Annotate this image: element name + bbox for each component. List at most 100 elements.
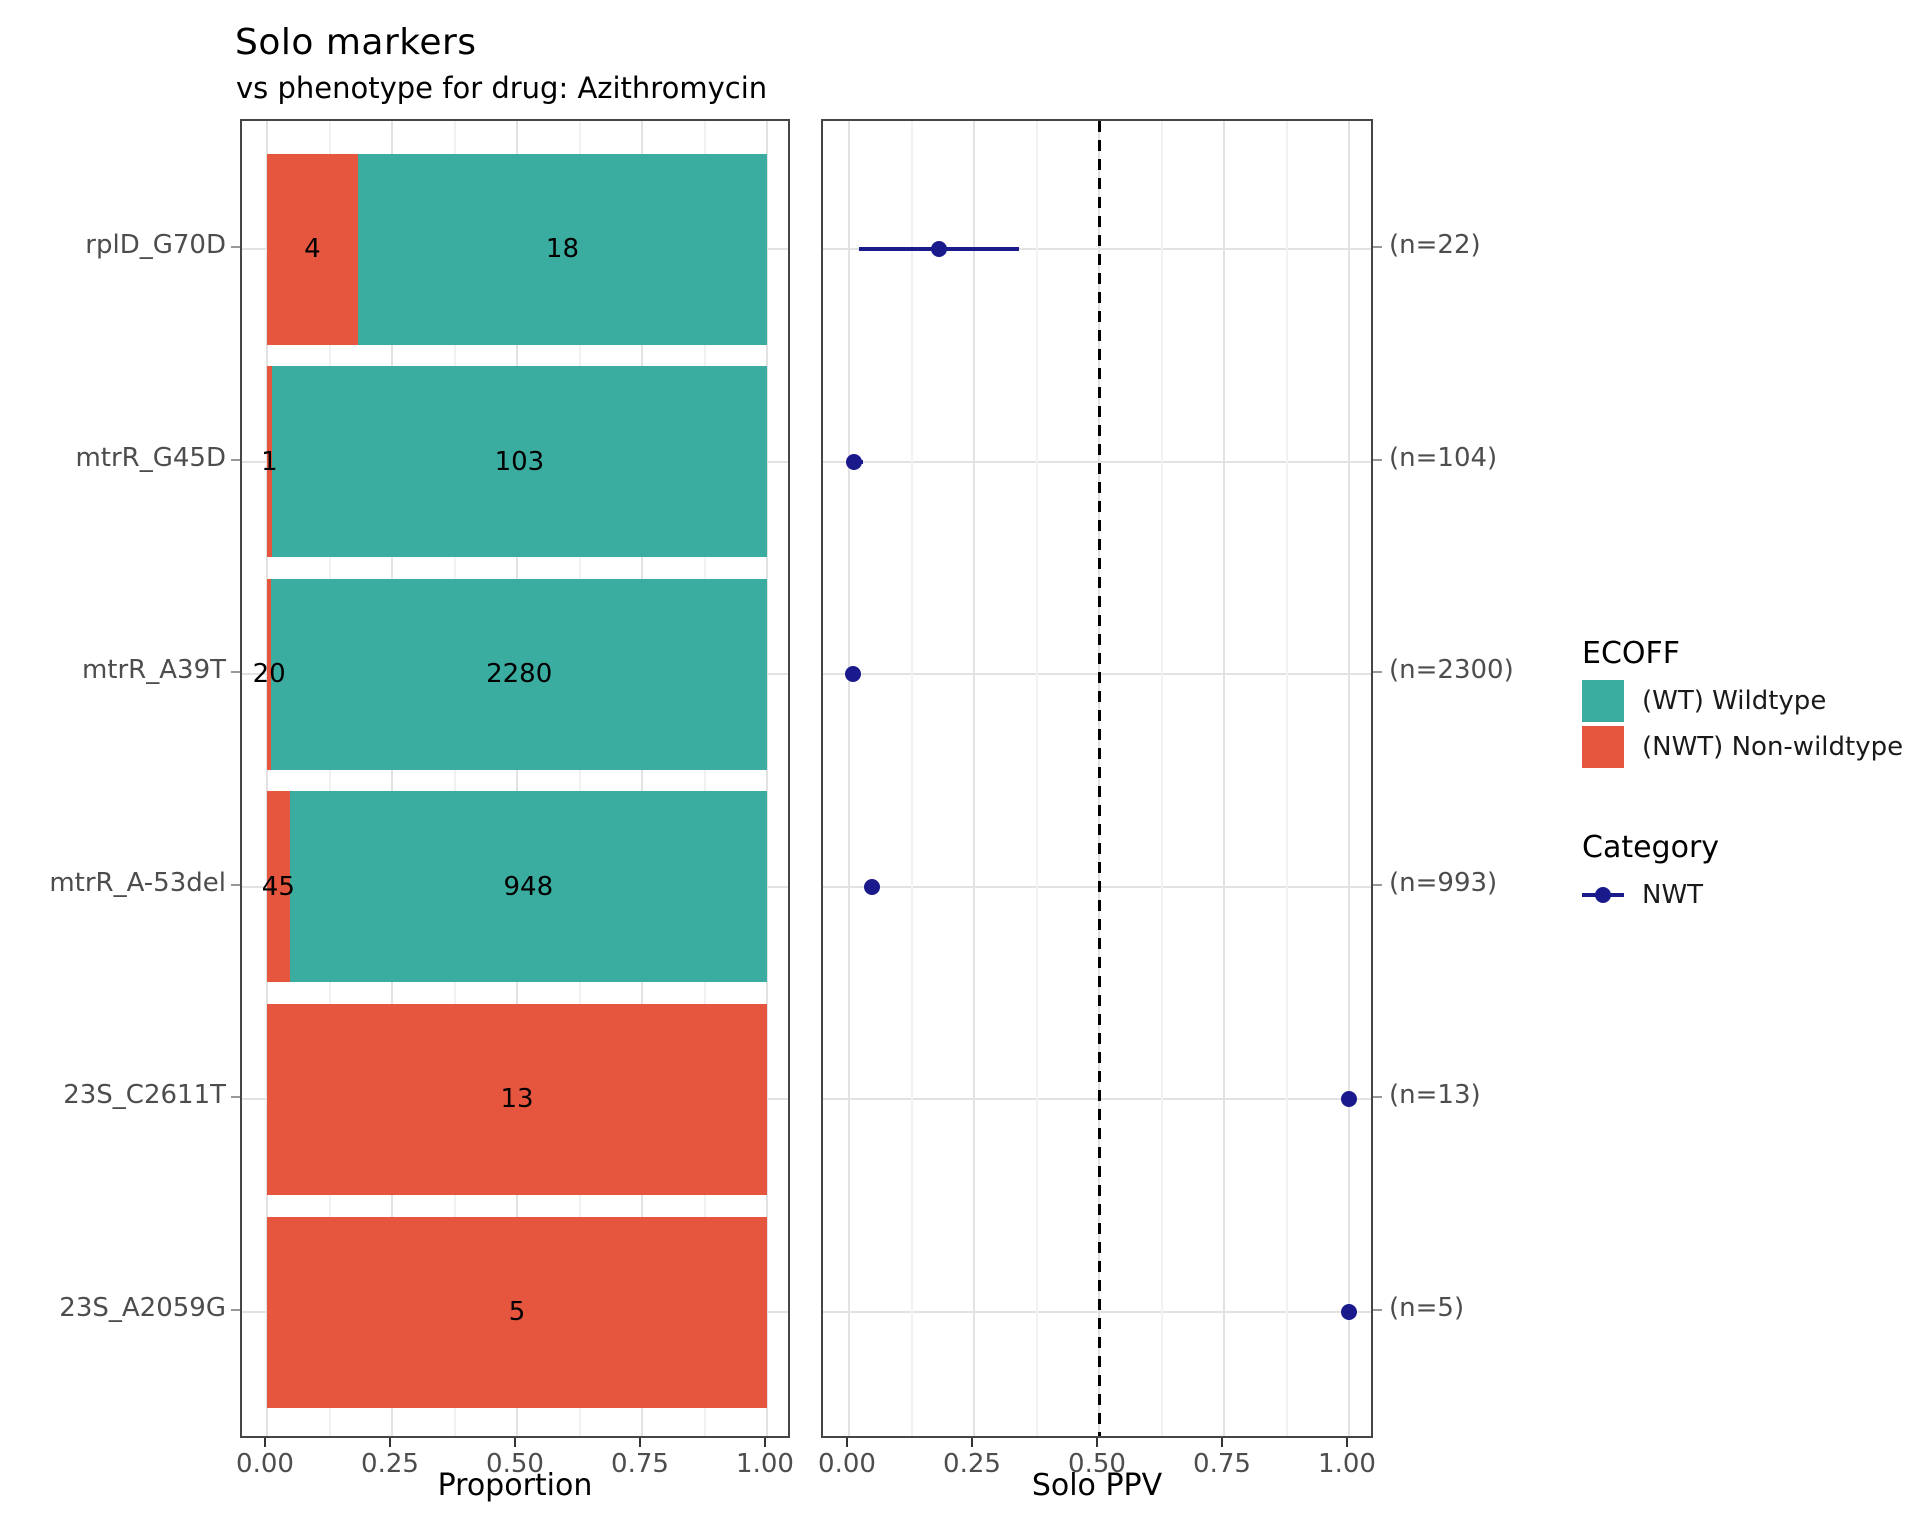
y-axis-tick — [231, 246, 240, 248]
n-count-label: (n=993) — [1389, 867, 1498, 898]
x-axis-tick — [1346, 1438, 1348, 1447]
grid-line-vertical — [578, 121, 581, 1436]
n-axis-tick — [1373, 458, 1382, 461]
x-axis-tick — [971, 1438, 973, 1447]
wildtype-swatch-icon — [1582, 680, 1624, 722]
bar-count-label-wt: 2280 — [486, 659, 553, 690]
ppv-point — [931, 241, 947, 257]
grid-line-vertical — [328, 121, 331, 1436]
x-axis-tick-label: 0.50 — [486, 1449, 544, 1479]
y-axis-tick — [231, 883, 240, 886]
grid-line-vertical — [1285, 121, 1288, 1436]
proportion-bar-panel: 4 18 1 103 20 2280 45 948 13 5 — [240, 119, 790, 1438]
grid-line-vertical — [703, 121, 706, 1436]
chart-subtitle: vs phenotype for drug: Azithromycin — [236, 71, 768, 105]
ppv-point — [845, 666, 862, 683]
grid-line-vertical — [516, 121, 518, 1436]
x-axis-tick-label: 0.25 — [361, 1449, 419, 1479]
x-axis-tick-label: 0.00 — [818, 1449, 876, 1479]
n-axis-tick — [1373, 883, 1382, 886]
x-axis-tick — [764, 1438, 766, 1447]
grid-line-vertical — [1035, 121, 1038, 1436]
n-axis-tick — [1373, 1309, 1382, 1311]
ppv-point — [1341, 1304, 1357, 1320]
legend-title-category: Category — [1582, 830, 1720, 865]
grid-line-vertical — [391, 121, 393, 1436]
grid-line-horizontal — [823, 460, 1371, 463]
n-count-label: (n=5) — [1389, 1293, 1465, 1323]
bar-count-label-nwt: 5 — [508, 1297, 526, 1327]
non-wildtype-swatch-icon — [1582, 726, 1624, 768]
bar-count-label-nwt: 1 — [261, 446, 278, 477]
x-axis-tick — [1221, 1438, 1223, 1447]
legend-label-wildtype: (WT) Wildtype — [1642, 686, 1827, 716]
x-axis-tick — [389, 1438, 391, 1447]
bar-segment-nwt — [267, 1003, 767, 1195]
ppv-point — [1341, 1091, 1357, 1108]
legend-item-wildtype: (WT) Wildtype — [1582, 680, 1826, 722]
bar-count-label-wt: 103 — [494, 446, 545, 477]
bar-segment-wt — [271, 366, 767, 558]
x-axis-tick-label: 0.75 — [611, 1449, 669, 1479]
grid-line-horizontal — [823, 885, 1371, 888]
bar-segment-nwt — [267, 366, 272, 558]
x-axis-tick-label: 1.00 — [1318, 1449, 1376, 1479]
x-axis-tick-label: 1.00 — [736, 1449, 794, 1479]
y-axis-tick — [231, 458, 240, 461]
n-axis-tick — [1373, 671, 1382, 674]
grid-line-horizontal — [823, 248, 1371, 250]
bar-segment-nwt — [267, 153, 358, 345]
bar-count-label-nwt: 45 — [261, 871, 295, 902]
n-axis-tick — [1373, 246, 1382, 248]
grid-line-vertical — [453, 121, 456, 1436]
legend-label-nwt: NWT — [1642, 880, 1704, 910]
bar-segment-wt — [271, 578, 767, 770]
grid-line-horizontal — [823, 673, 1371, 676]
x-axis-tick — [1096, 1438, 1098, 1447]
bar-segment-nwt — [267, 578, 272, 770]
grid-line-vertical — [910, 121, 913, 1436]
grid-line-vertical — [266, 121, 268, 1436]
row-label: mtrR_G45D — [75, 442, 226, 473]
bar-count-label-nwt: 4 — [304, 234, 321, 264]
legend-item-non-wildtype: (NWT) Non-wildtype — [1582, 726, 1903, 768]
row-label: mtrR_A39T — [81, 655, 226, 686]
bar-segment-nwt — [267, 1216, 767, 1408]
grid-line-vertical — [641, 121, 643, 1436]
x-axis-tick-label: 0.75 — [1193, 1449, 1251, 1479]
n-count-label: (n=2300) — [1389, 655, 1514, 686]
y-axis-tick — [231, 1309, 240, 1311]
row-label: mtrR_A-53del — [49, 867, 226, 898]
grid-line-vertical — [1348, 121, 1350, 1436]
x-axis-tick-label: 0.00 — [236, 1449, 294, 1479]
x-axis-tick — [639, 1438, 641, 1447]
n-axis-tick — [1373, 1096, 1382, 1099]
grid-line-vertical — [1223, 121, 1225, 1436]
nwt-point-key-icon — [1582, 874, 1624, 916]
row-label: 23S_C2611T — [63, 1080, 226, 1111]
legend-item-nwt-category: NWT — [1582, 874, 1703, 916]
x-axis-tick-label: 0.50 — [1068, 1449, 1126, 1479]
reference-line-0.5 — [1097, 121, 1101, 1436]
ppv-point — [845, 453, 862, 470]
n-count-label: (n=104) — [1389, 442, 1498, 473]
x-axis-title-proportion: Proportion — [437, 1468, 593, 1503]
grid-line-vertical — [766, 121, 768, 1436]
row-label: rplD_G70D — [85, 230, 226, 260]
legend-title-ecoff: ECOFF — [1582, 636, 1681, 671]
x-axis-tick — [264, 1438, 266, 1447]
bar-segment-nwt — [267, 791, 290, 983]
y-axis-tick — [231, 1096, 240, 1099]
bar-count-label-wt: 948 — [503, 871, 554, 902]
grid-line-horizontal — [823, 1098, 1371, 1101]
x-axis-tick-label: 0.25 — [943, 1449, 1001, 1479]
row-label: 23S_A2059G — [59, 1293, 226, 1323]
legend-label-non-wildtype: (NWT) Non-wildtype — [1642, 732, 1904, 762]
bar-count-label-nwt: 20 — [252, 659, 286, 690]
n-count-label: (n=22) — [1389, 230, 1481, 260]
grid-line-vertical — [973, 121, 975, 1436]
y-axis-tick — [231, 671, 240, 674]
grid-line-horizontal — [823, 1311, 1371, 1313]
n-count-label: (n=13) — [1389, 1080, 1481, 1111]
